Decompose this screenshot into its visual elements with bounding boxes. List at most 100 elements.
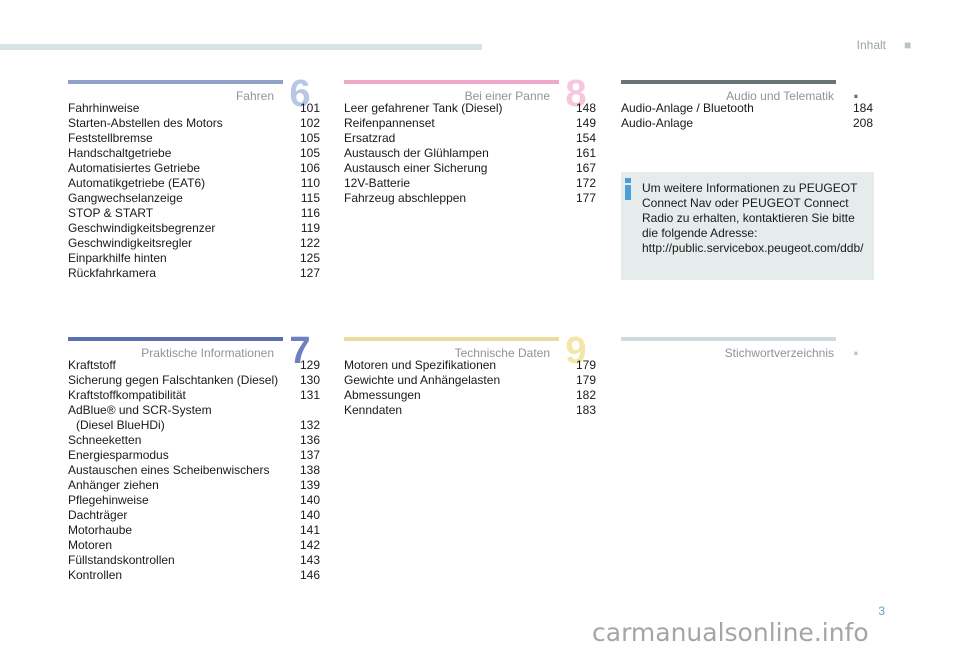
toc-entry-label: Schneeketten bbox=[68, 433, 142, 447]
section-fahren-number: 6 bbox=[289, 73, 311, 115]
toc-entry[interactable]: Sicherung gegen Falschtanken (Diesel) 130 bbox=[68, 373, 320, 388]
info-icon bbox=[625, 178, 631, 200]
toc-entry[interactable]: Motorhaube 141 bbox=[68, 523, 320, 538]
toc-entry[interactable]: Kenndaten 183 bbox=[344, 403, 596, 418]
toc-entry-label: 12V-Batterie bbox=[344, 176, 411, 190]
section-stichwort-number: . bbox=[852, 335, 859, 360]
section-panne: Bei einer Panne 8 Leer gefahrener Tank (… bbox=[344, 73, 596, 220]
toc-entry-page: 167 bbox=[575, 161, 596, 175]
toc-entry-page: 110 bbox=[300, 176, 320, 190]
page-header-title: Inhalt bbox=[856, 38, 886, 52]
toc-entry[interactable]: Austauschen eines Scheibenwischers 138 bbox=[68, 463, 320, 478]
section-praktisch: Praktische Informationen 7 Kraftstoff 129… bbox=[68, 330, 320, 597]
toc-entry[interactable]: Feststellbremse 105 bbox=[68, 131, 320, 146]
toc-entry-page: 102 bbox=[299, 116, 320, 130]
toc-entry[interactable]: 12V-Batterie 172 bbox=[344, 176, 596, 191]
section-praktisch-list: Kraftstoff 129 Sicherung gegen Falschtanke… bbox=[68, 358, 320, 583]
section-technik-number: 9 bbox=[565, 330, 587, 372]
toc-entry-label: Sicherung gegen Falschtanken (Diesel) bbox=[68, 373, 279, 387]
toc-entry[interactable]: Reifenpannenset 149 bbox=[344, 116, 596, 131]
toc-entry-label: Motoren bbox=[68, 538, 113, 552]
toc-entry[interactable]: Kraftstoff 129 bbox=[68, 358, 320, 373]
toc-entry-label: Energiesparmodus bbox=[68, 448, 169, 462]
toc-entry-label: Pflegehinweise bbox=[68, 493, 149, 507]
toc-entry[interactable]: Abmessungen 182 bbox=[344, 388, 596, 403]
toc-entry-page: 125 bbox=[299, 251, 320, 265]
toc-entry[interactable]: Dachträger 140 bbox=[68, 508, 320, 523]
toc-entry[interactable]: Starten-Abstellen des Motors 102 bbox=[68, 116, 320, 131]
toc-entry-page: 101 bbox=[299, 101, 320, 115]
toc-entry-label: Leer gefahrener Tank (Diesel) bbox=[344, 101, 503, 115]
toc-entry-page: 182 bbox=[575, 388, 596, 402]
section-praktisch-bar bbox=[68, 337, 283, 341]
toc-entry-page: 172 bbox=[575, 176, 596, 190]
toc-entry[interactable]: Gewichte und Anhängelasten 179 bbox=[344, 373, 596, 388]
toc-entry[interactable]: Ersatzrad 154 bbox=[344, 131, 596, 146]
toc-entry[interactable]: Austausch der Glühlampen 161 bbox=[344, 146, 596, 161]
toc-entry[interactable]: Audio-Anlage / Bluetooth 184 bbox=[621, 101, 873, 116]
toc-entry[interactable]: Gangwechselanzeige 115 bbox=[68, 191, 320, 206]
toc-entry-label: Automatikgetriebe (EAT6) bbox=[68, 176, 206, 190]
section-panne-number: 8 bbox=[565, 73, 587, 115]
toc-entry-page: 179 bbox=[575, 373, 596, 387]
toc-entry-label: Anhänger ziehen bbox=[68, 478, 159, 492]
toc-entry-label: Austausch der Glühlampen bbox=[344, 146, 489, 160]
toc-entry[interactable]: Fahrzeug abschleppen 177 bbox=[344, 191, 596, 206]
toc-entry-page: 142 bbox=[299, 538, 320, 552]
toc-entry-page: 140 bbox=[299, 508, 320, 522]
header-dot: ■ bbox=[904, 38, 912, 52]
section-audio: Audio und Telematik . Audio-Anlage / Blu… bbox=[621, 80, 873, 140]
section-fahren-bar bbox=[68, 80, 283, 84]
toc-entry-page: 132 bbox=[299, 418, 320, 432]
toc-entry[interactable]: Energiesparmodus 137 bbox=[68, 448, 320, 463]
section-fahren-title: Fahren bbox=[235, 89, 274, 103]
toc-entry-page: 161 bbox=[575, 146, 596, 160]
toc-entry-label: Rückfahrkamera bbox=[68, 266, 157, 280]
toc-entry[interactable]: Fahrhinweise 101 bbox=[68, 101, 320, 116]
toc-entry-page: 208 bbox=[852, 116, 873, 130]
toc-entry[interactable]: AdBlue® und SCR-System (Diesel BlueHDi) 13… bbox=[68, 403, 320, 433]
toc-entry-page: 105 bbox=[299, 146, 320, 160]
watermark: carmanualsonline.info bbox=[592, 618, 869, 647]
toc-entry[interactable]: Austausch einer Sicherung 167 bbox=[344, 161, 596, 176]
toc-entry[interactable]: Audio-Anlage 208 bbox=[621, 116, 873, 131]
toc-entry-page: 138 bbox=[299, 463, 320, 477]
toc-entry[interactable]: Füllstandskontrollen 143 bbox=[68, 553, 320, 568]
toc-entry-page: 177 bbox=[575, 191, 596, 205]
toc-entry-page: 141 bbox=[299, 523, 320, 537]
toc-entry-label: Reifenpannenset bbox=[344, 116, 435, 130]
toc-entry-label: Fahrhinweise bbox=[68, 101, 140, 115]
toc-entry-label: Dachträger bbox=[68, 508, 128, 522]
section-panne-title: Bei einer Panne bbox=[464, 89, 550, 103]
toc-entry[interactable]: Handschaltgetriebe 105 bbox=[68, 146, 320, 161]
toc-entry[interactable]: Einparkhilfe hinten 125 bbox=[68, 251, 320, 266]
section-technik-bar bbox=[344, 337, 559, 341]
toc-entry-page: 148 bbox=[575, 101, 596, 115]
toc-entry-page: 127 bbox=[299, 266, 320, 280]
toc-entry[interactable]: Schneeketten 136 bbox=[68, 433, 320, 448]
toc-entry-label: Austausch einer Sicherung bbox=[344, 161, 488, 175]
toc-entry[interactable]: Motoren und Spezifikationen 179 bbox=[344, 358, 596, 373]
toc-entry[interactable]: Geschwindigkeitsbegrenzer 119 bbox=[68, 221, 320, 236]
toc-entry[interactable]: Leer gefahrener Tank (Diesel) 148 bbox=[344, 101, 596, 116]
toc-entry[interactable]: STOP & START 116 bbox=[68, 206, 320, 221]
toc-entry[interactable]: Automatikgetriebe (EAT6) 110 bbox=[68, 176, 320, 191]
toc-entry-label: Abmessungen bbox=[344, 388, 421, 402]
toc-entry[interactable]: Kontrollen 146 bbox=[68, 568, 320, 583]
toc-entry[interactable]: Geschwindigkeitsregler 122 bbox=[68, 236, 320, 251]
toc-entry-label: Audio-Anlage bbox=[621, 116, 694, 130]
toc-entry-label: STOP & START bbox=[68, 206, 154, 220]
toc-entry[interactable]: Motoren 142 bbox=[68, 538, 320, 553]
toc-entry[interactable]: Kraftstoffkompatibilität 131 bbox=[68, 388, 320, 403]
section-stichwort-bar bbox=[621, 337, 836, 341]
section-fahren-list: Fahrhinweise 101 Starten-Abstellen des Mot… bbox=[68, 101, 320, 281]
toc-entry-label: Audio-Anlage / Bluetooth bbox=[621, 101, 754, 115]
toc-entry-label: Kraftstoff bbox=[68, 358, 116, 372]
toc-entry[interactable]: Anhänger ziehen 139 bbox=[68, 478, 320, 493]
toc-entry-page: 183 bbox=[575, 403, 596, 417]
toc-entry[interactable]: Rückfahrkamera 127 bbox=[68, 266, 320, 281]
toc-entry-label: Kenndaten bbox=[344, 403, 403, 417]
toc-entry[interactable]: Automatisiertes Getriebe 106 bbox=[68, 161, 320, 176]
toc-entry[interactable]: Pflegehinweise 140 bbox=[68, 493, 320, 508]
toc-entry-label: Gangwechselanzeige bbox=[68, 191, 183, 205]
